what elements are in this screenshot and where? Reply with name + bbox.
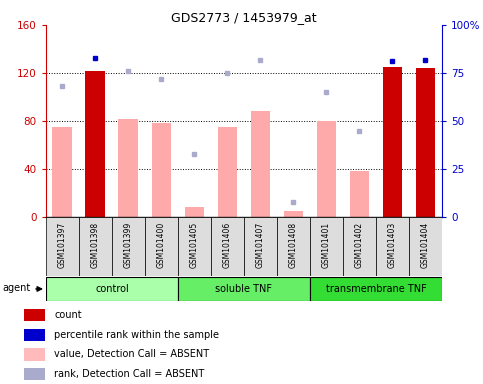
FancyBboxPatch shape xyxy=(277,217,310,276)
Text: GSM101399: GSM101399 xyxy=(124,222,133,268)
Text: GSM101408: GSM101408 xyxy=(289,222,298,268)
Bar xyxy=(185,207,204,217)
Bar xyxy=(24,328,45,341)
Text: control: control xyxy=(95,284,129,294)
FancyBboxPatch shape xyxy=(46,277,178,301)
FancyBboxPatch shape xyxy=(46,217,79,276)
Bar xyxy=(251,111,270,217)
Bar xyxy=(24,348,45,361)
Bar xyxy=(53,127,72,217)
Text: GSM101402: GSM101402 xyxy=(355,222,364,268)
Bar xyxy=(383,67,402,217)
FancyBboxPatch shape xyxy=(178,217,211,276)
FancyBboxPatch shape xyxy=(112,217,145,276)
FancyBboxPatch shape xyxy=(409,217,442,276)
Text: transmembrane TNF: transmembrane TNF xyxy=(326,284,426,294)
Text: GSM101403: GSM101403 xyxy=(388,222,397,268)
Text: count: count xyxy=(54,310,82,320)
Text: agent: agent xyxy=(2,283,30,293)
Text: percentile rank within the sample: percentile rank within the sample xyxy=(54,330,219,340)
Title: GDS2773 / 1453979_at: GDS2773 / 1453979_at xyxy=(171,11,317,24)
FancyBboxPatch shape xyxy=(310,217,343,276)
FancyBboxPatch shape xyxy=(178,277,310,301)
Text: GSM101398: GSM101398 xyxy=(91,222,100,268)
Bar xyxy=(316,121,336,217)
Text: GSM101405: GSM101405 xyxy=(190,222,199,268)
Text: GSM101404: GSM101404 xyxy=(421,222,430,268)
Bar xyxy=(152,123,171,217)
Bar xyxy=(284,211,303,217)
Bar xyxy=(415,68,435,217)
FancyBboxPatch shape xyxy=(79,217,112,276)
Text: value, Detection Call = ABSENT: value, Detection Call = ABSENT xyxy=(54,349,210,359)
Text: GSM101397: GSM101397 xyxy=(58,222,67,268)
Bar xyxy=(350,171,369,217)
Bar xyxy=(24,309,45,321)
FancyBboxPatch shape xyxy=(244,217,277,276)
Text: rank, Detection Call = ABSENT: rank, Detection Call = ABSENT xyxy=(54,369,205,379)
FancyBboxPatch shape xyxy=(211,217,244,276)
Text: soluble TNF: soluble TNF xyxy=(215,284,272,294)
FancyBboxPatch shape xyxy=(343,217,376,276)
FancyBboxPatch shape xyxy=(145,217,178,276)
Text: GSM101400: GSM101400 xyxy=(157,222,166,268)
Bar xyxy=(24,368,45,381)
Text: GSM101401: GSM101401 xyxy=(322,222,331,268)
Text: GSM101407: GSM101407 xyxy=(256,222,265,268)
FancyBboxPatch shape xyxy=(310,277,442,301)
Bar xyxy=(118,119,138,217)
Text: GSM101406: GSM101406 xyxy=(223,222,232,268)
Bar xyxy=(217,127,237,217)
FancyBboxPatch shape xyxy=(376,217,409,276)
Bar xyxy=(85,71,105,217)
